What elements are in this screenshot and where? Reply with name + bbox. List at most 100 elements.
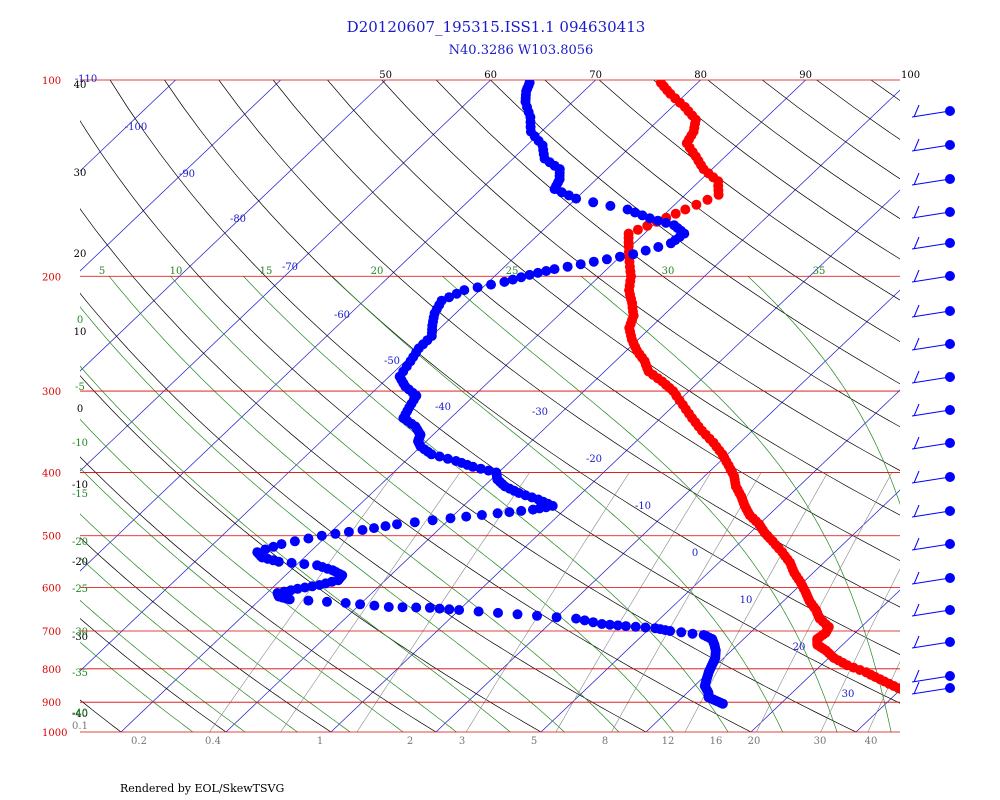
moist-adiabat-label: -10 (72, 438, 88, 449)
isotherm-label: -70 (282, 262, 298, 273)
wind-barb-flag (913, 403, 920, 417)
mixing-ratio-line (820, 568, 900, 732)
wind-barb-flag (913, 571, 920, 585)
dewpoint-point (615, 251, 625, 262)
dewpoint-point (541, 266, 552, 276)
top-axis-label: 80 (694, 70, 707, 81)
dewpoint-point (652, 215, 663, 226)
dry-adiabat-line (381, 80, 900, 471)
dewpoint-point (330, 528, 341, 539)
moist-adiabat-label: -5 (75, 382, 85, 393)
moist-adiabat-line (80, 467, 404, 732)
isotherm-label: 20 (793, 642, 806, 653)
moist-adiabat-label: -20 (72, 537, 88, 548)
dewpoint-point (551, 612, 562, 623)
temperature-point (903, 688, 913, 698)
wind-barb-shaft (911, 409, 951, 417)
moist-adiabat-label: 30 (662, 266, 675, 277)
dry-adiabat-line (980, 80, 1000, 746)
mixing-ratio-label: 3 (459, 736, 465, 747)
moist-adiabat-label: 0 (77, 315, 83, 326)
moist-adiabat-label: -15 (72, 489, 88, 500)
dry-adiabat-line (164, 80, 900, 655)
dry-adiabat-line (925, 80, 1000, 746)
dry-adiabat-label: 30 (74, 168, 87, 179)
temperature-point (987, 711, 997, 721)
mixing-ratio-label: 16 (710, 736, 723, 747)
dewpoint-point (669, 220, 680, 231)
dewpoint-point (260, 544, 271, 555)
moist-adiabat-label: 10 (170, 266, 183, 277)
moist-adiabat-line (80, 365, 511, 732)
moist-adiabat-label: -35 (72, 668, 88, 679)
dewpoint-point (357, 525, 368, 535)
wind-barb-shaft (911, 178, 951, 186)
temperature-point (691, 199, 702, 210)
dewpoint-point (601, 254, 612, 265)
dewpoint-point (392, 519, 402, 530)
rendered-by-note: Rendered by EOL/SkewTSVG (120, 782, 284, 795)
mixing-ratio-line (756, 472, 893, 732)
mixing-ratio-line (280, 472, 461, 732)
sounding-series (252, 80, 997, 721)
dewpoint-point (507, 274, 518, 285)
temperature-point (655, 80, 666, 88)
moist-adiabat-line (80, 641, 194, 732)
dewpoint-point (628, 249, 639, 260)
moist-adiabat-label: 5 (99, 266, 105, 277)
dewpoint-point (676, 627, 687, 638)
wind-barb-flag (913, 304, 920, 318)
isotherm-label: -40 (435, 402, 451, 413)
dewpoint-point (424, 602, 435, 613)
mixing-ratio-label: 2 (407, 736, 413, 747)
moist-adiabat-line (170, 276, 674, 732)
moist-adiabat-label: 15 (260, 266, 273, 277)
temperature-point (936, 696, 946, 706)
dewpoint-point (340, 598, 351, 608)
top-axis-label: 90 (799, 70, 812, 81)
dry-adiabat-line (435, 80, 900, 428)
pressure-label: 600 (42, 583, 61, 594)
temperature-point (944, 698, 954, 708)
dry-adiabat-line (816, 80, 900, 140)
dewpoint-point (620, 621, 631, 632)
moist-adiabat-label: 25 (506, 266, 519, 277)
dewpoint-point (562, 261, 573, 272)
dewpoint-point (451, 288, 462, 299)
dewpoint-point (299, 559, 310, 570)
dewpoint-point (516, 505, 527, 516)
dewpoint-point (622, 204, 633, 215)
isotherm-line (80, 80, 176, 172)
dewpoint-point (459, 285, 470, 296)
mixing-ratio-label: 0.2 (131, 736, 147, 747)
dewpoint-point (650, 623, 661, 634)
moist-adiabat-line (80, 599, 246, 732)
wind-barb-flag (913, 236, 920, 250)
temperature-point (670, 208, 681, 219)
dewpoint-point (454, 605, 465, 615)
moist-adiabat-label: -30 (72, 627, 88, 638)
wind-barb-shaft (911, 242, 951, 250)
wind-barb-shaft (911, 275, 951, 283)
mixing-ratio-line (611, 472, 762, 732)
dry-adiabat-line (870, 80, 900, 101)
dewpoint-point (369, 523, 379, 534)
pressure-label: 100 (42, 76, 61, 87)
mixing-ratio-label: 1 (317, 736, 323, 747)
dewpoint-point (588, 256, 599, 267)
isotherm-label: -20 (586, 454, 602, 465)
isotherm-line (80, 80, 596, 572)
moist-adiabat-line (80, 306, 565, 732)
dry-adiabat-line (80, 456, 437, 732)
dewpoint-point (604, 619, 615, 630)
top-axis-label: 100 (901, 70, 920, 81)
wind-barb-shaft (911, 577, 951, 585)
moist-adiabat-label: -40 (72, 708, 88, 719)
dewpoint-point (475, 463, 486, 474)
isotherm-line (80, 80, 281, 272)
moist-adiabat-line (580, 276, 892, 732)
wind-barb-shaft (911, 343, 951, 351)
temperature-point (632, 224, 643, 235)
wind-barb-flag (913, 436, 920, 450)
